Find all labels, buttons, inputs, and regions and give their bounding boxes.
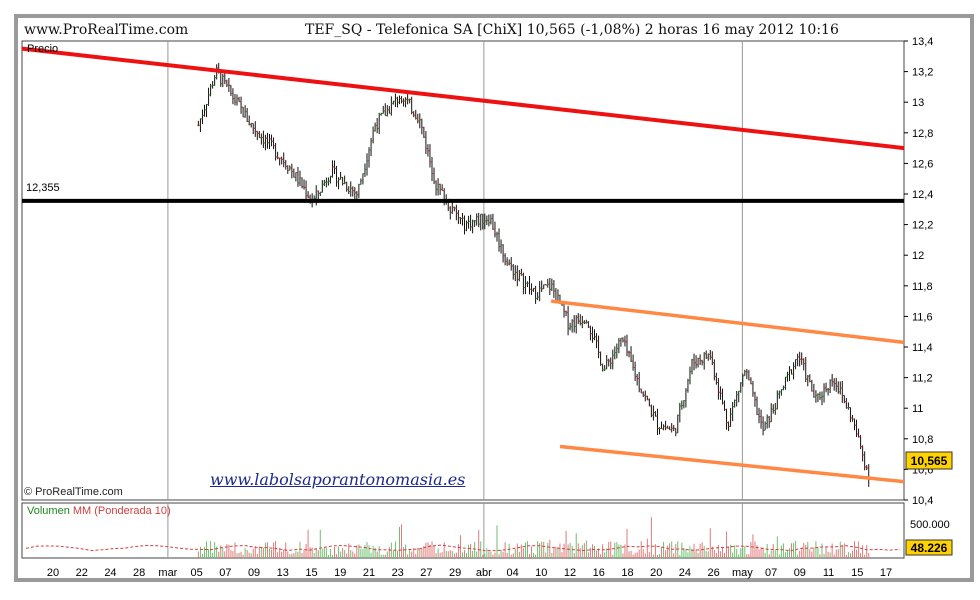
y-tick-label: 11 xyxy=(912,403,923,415)
price-panel-label: Precio xyxy=(27,43,59,55)
gridlines xyxy=(167,41,743,558)
y-tick-label: 12 xyxy=(912,250,924,262)
channel_top-line xyxy=(550,299,905,345)
x-tick-label: 12 xyxy=(564,567,576,579)
x-tick-label: 18 xyxy=(621,567,633,579)
chart-title: TEF_SQ - Telefonica SA [ChiX] 10,565 (-1… xyxy=(305,22,839,38)
x-tick-label: 09 xyxy=(794,567,806,579)
volume-bars xyxy=(25,517,901,558)
x-tick-label: 15 xyxy=(851,567,863,579)
x-tick-label: 28 xyxy=(133,567,145,579)
x-tick-label: 11 xyxy=(823,567,834,579)
channel_bottom-line xyxy=(559,444,905,484)
y-tick-label: 12,8 xyxy=(912,128,933,140)
x-tick-label: 26 xyxy=(708,567,720,579)
x-tick-label: 24 xyxy=(104,567,116,579)
x-axis-band xyxy=(18,560,970,578)
volume-axis-label: 500.000 xyxy=(910,519,950,531)
x-tick-label: 20 xyxy=(47,567,59,579)
volume-label: Volumen xyxy=(27,505,70,517)
x-tick-label: 15 xyxy=(305,567,317,579)
volume-panel-label: Volumen MM (Ponderada 10) xyxy=(27,505,171,517)
last-price-box: 10,565 xyxy=(905,451,953,470)
x-tick-label: 19 xyxy=(334,567,346,579)
x-tick-label: 17 xyxy=(880,567,892,579)
x-tick-label: 29 xyxy=(449,567,461,579)
x-tick-label: mar xyxy=(158,567,177,579)
x-tick-label: 24 xyxy=(679,567,691,579)
x-tick-label: 10 xyxy=(535,567,547,579)
x-tick-label: 16 xyxy=(593,567,605,579)
trendlines xyxy=(21,46,905,484)
y-tick-label: 11,2 xyxy=(912,373,933,385)
x-tick-label: abr xyxy=(476,567,492,579)
y-tick-label: 13,2 xyxy=(912,67,933,79)
y-tick-label: 12,6 xyxy=(912,158,933,170)
y-tick-label: 11,6 xyxy=(912,311,933,323)
x-tick-label: 13 xyxy=(277,567,289,579)
resistance-line xyxy=(21,46,905,151)
y-tick-label: 11,8 xyxy=(912,281,933,293)
x-tick-label: 04 xyxy=(506,567,518,579)
y-tick-label: 11,4 xyxy=(912,342,933,354)
last-price-label: 10,565 xyxy=(911,454,948,468)
x-tick-label: 23 xyxy=(392,567,404,579)
volume-value-label: 48.226 xyxy=(911,541,948,555)
x-tick-label: 22 xyxy=(76,567,88,579)
y-tick-label: 12,2 xyxy=(912,220,933,232)
x-tick-label: 05 xyxy=(190,567,202,579)
volume-mm-line xyxy=(25,544,901,552)
price-panel xyxy=(21,40,905,501)
y-tick-label: 10,4 xyxy=(912,495,933,507)
x-tick-label: 07 xyxy=(219,567,231,579)
y-tick-label: 13 xyxy=(912,97,924,109)
y-tick-label: 10,8 xyxy=(912,434,933,446)
volume-mm-label: MM (Ponderada 10) xyxy=(72,505,171,517)
x-axis: 20 22 24 28 mar 05 07 09 13 15 19 21 23 27 29 abr 04 10 12… xyxy=(47,567,892,579)
x-tick-label: may xyxy=(732,567,753,579)
x-tick-label: 07 xyxy=(765,567,777,579)
site-url[interactable]: www.ProRealTime.com xyxy=(24,22,189,38)
x-tick-label: 09 xyxy=(248,567,260,579)
price-bars xyxy=(197,62,870,487)
volume-value-box: 48.226 xyxy=(905,539,953,556)
x-tick-label: 21 xyxy=(363,567,375,579)
watermark-link[interactable]: www.labolsaporantonomasia.es xyxy=(210,470,466,489)
support-label: 12,355 xyxy=(26,182,60,194)
copyright: © ProRealTime.com xyxy=(24,486,123,498)
x-tick-label: 20 xyxy=(650,567,662,579)
x-tick-label: 27 xyxy=(420,567,432,579)
y-tick-label: 12,4 xyxy=(912,189,933,201)
y-tick-label: 13,4 xyxy=(912,36,933,48)
